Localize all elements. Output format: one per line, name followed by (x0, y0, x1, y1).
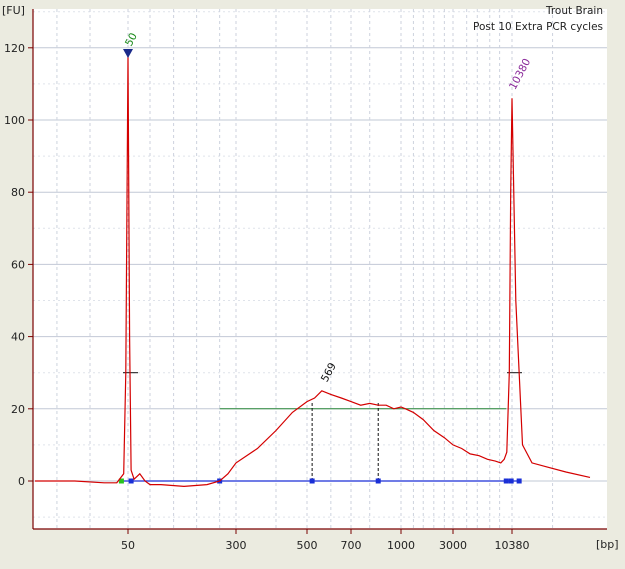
baseline-marker-point (375, 478, 381, 484)
y-tick-label: 20 (11, 403, 25, 416)
x-tick-label: 3000 (439, 539, 467, 552)
x-tick-label: 500 (297, 539, 318, 552)
y-tick-label: 120 (4, 42, 25, 55)
peak-label: 50 (123, 31, 140, 48)
peak-marker-triangle (123, 49, 133, 59)
baseline-marker-point (508, 478, 514, 484)
baseline-marker-point (503, 478, 509, 484)
chart-title-line-1: Trout Brain (545, 5, 603, 17)
x-tick-label: 10380 (495, 539, 530, 552)
y-tick-label: 0 (18, 475, 25, 488)
y-tick-label: 100 (4, 114, 25, 127)
series-line-trace (35, 54, 591, 488)
x-tick-label: 50 (121, 539, 135, 552)
baseline-marker-point (309, 478, 315, 484)
baseline-marker-point (516, 478, 522, 484)
x-tick-label: 1000 (387, 539, 415, 552)
x-tick-label: 700 (341, 539, 362, 552)
y-tick-label: 60 (11, 258, 25, 271)
baseline-marker-point (128, 478, 134, 484)
y-axis-label: [FU] (2, 4, 25, 17)
x-axis-label: [bp] (596, 538, 619, 551)
chart-title-line-2: Post 10 Extra PCR cycles (473, 21, 603, 33)
baseline-marker-point (118, 478, 124, 484)
plot-area (33, 9, 607, 529)
x-tick-label: 300 (226, 539, 247, 552)
y-tick-label: 80 (11, 186, 25, 199)
y-tick-label: 40 (11, 331, 25, 344)
